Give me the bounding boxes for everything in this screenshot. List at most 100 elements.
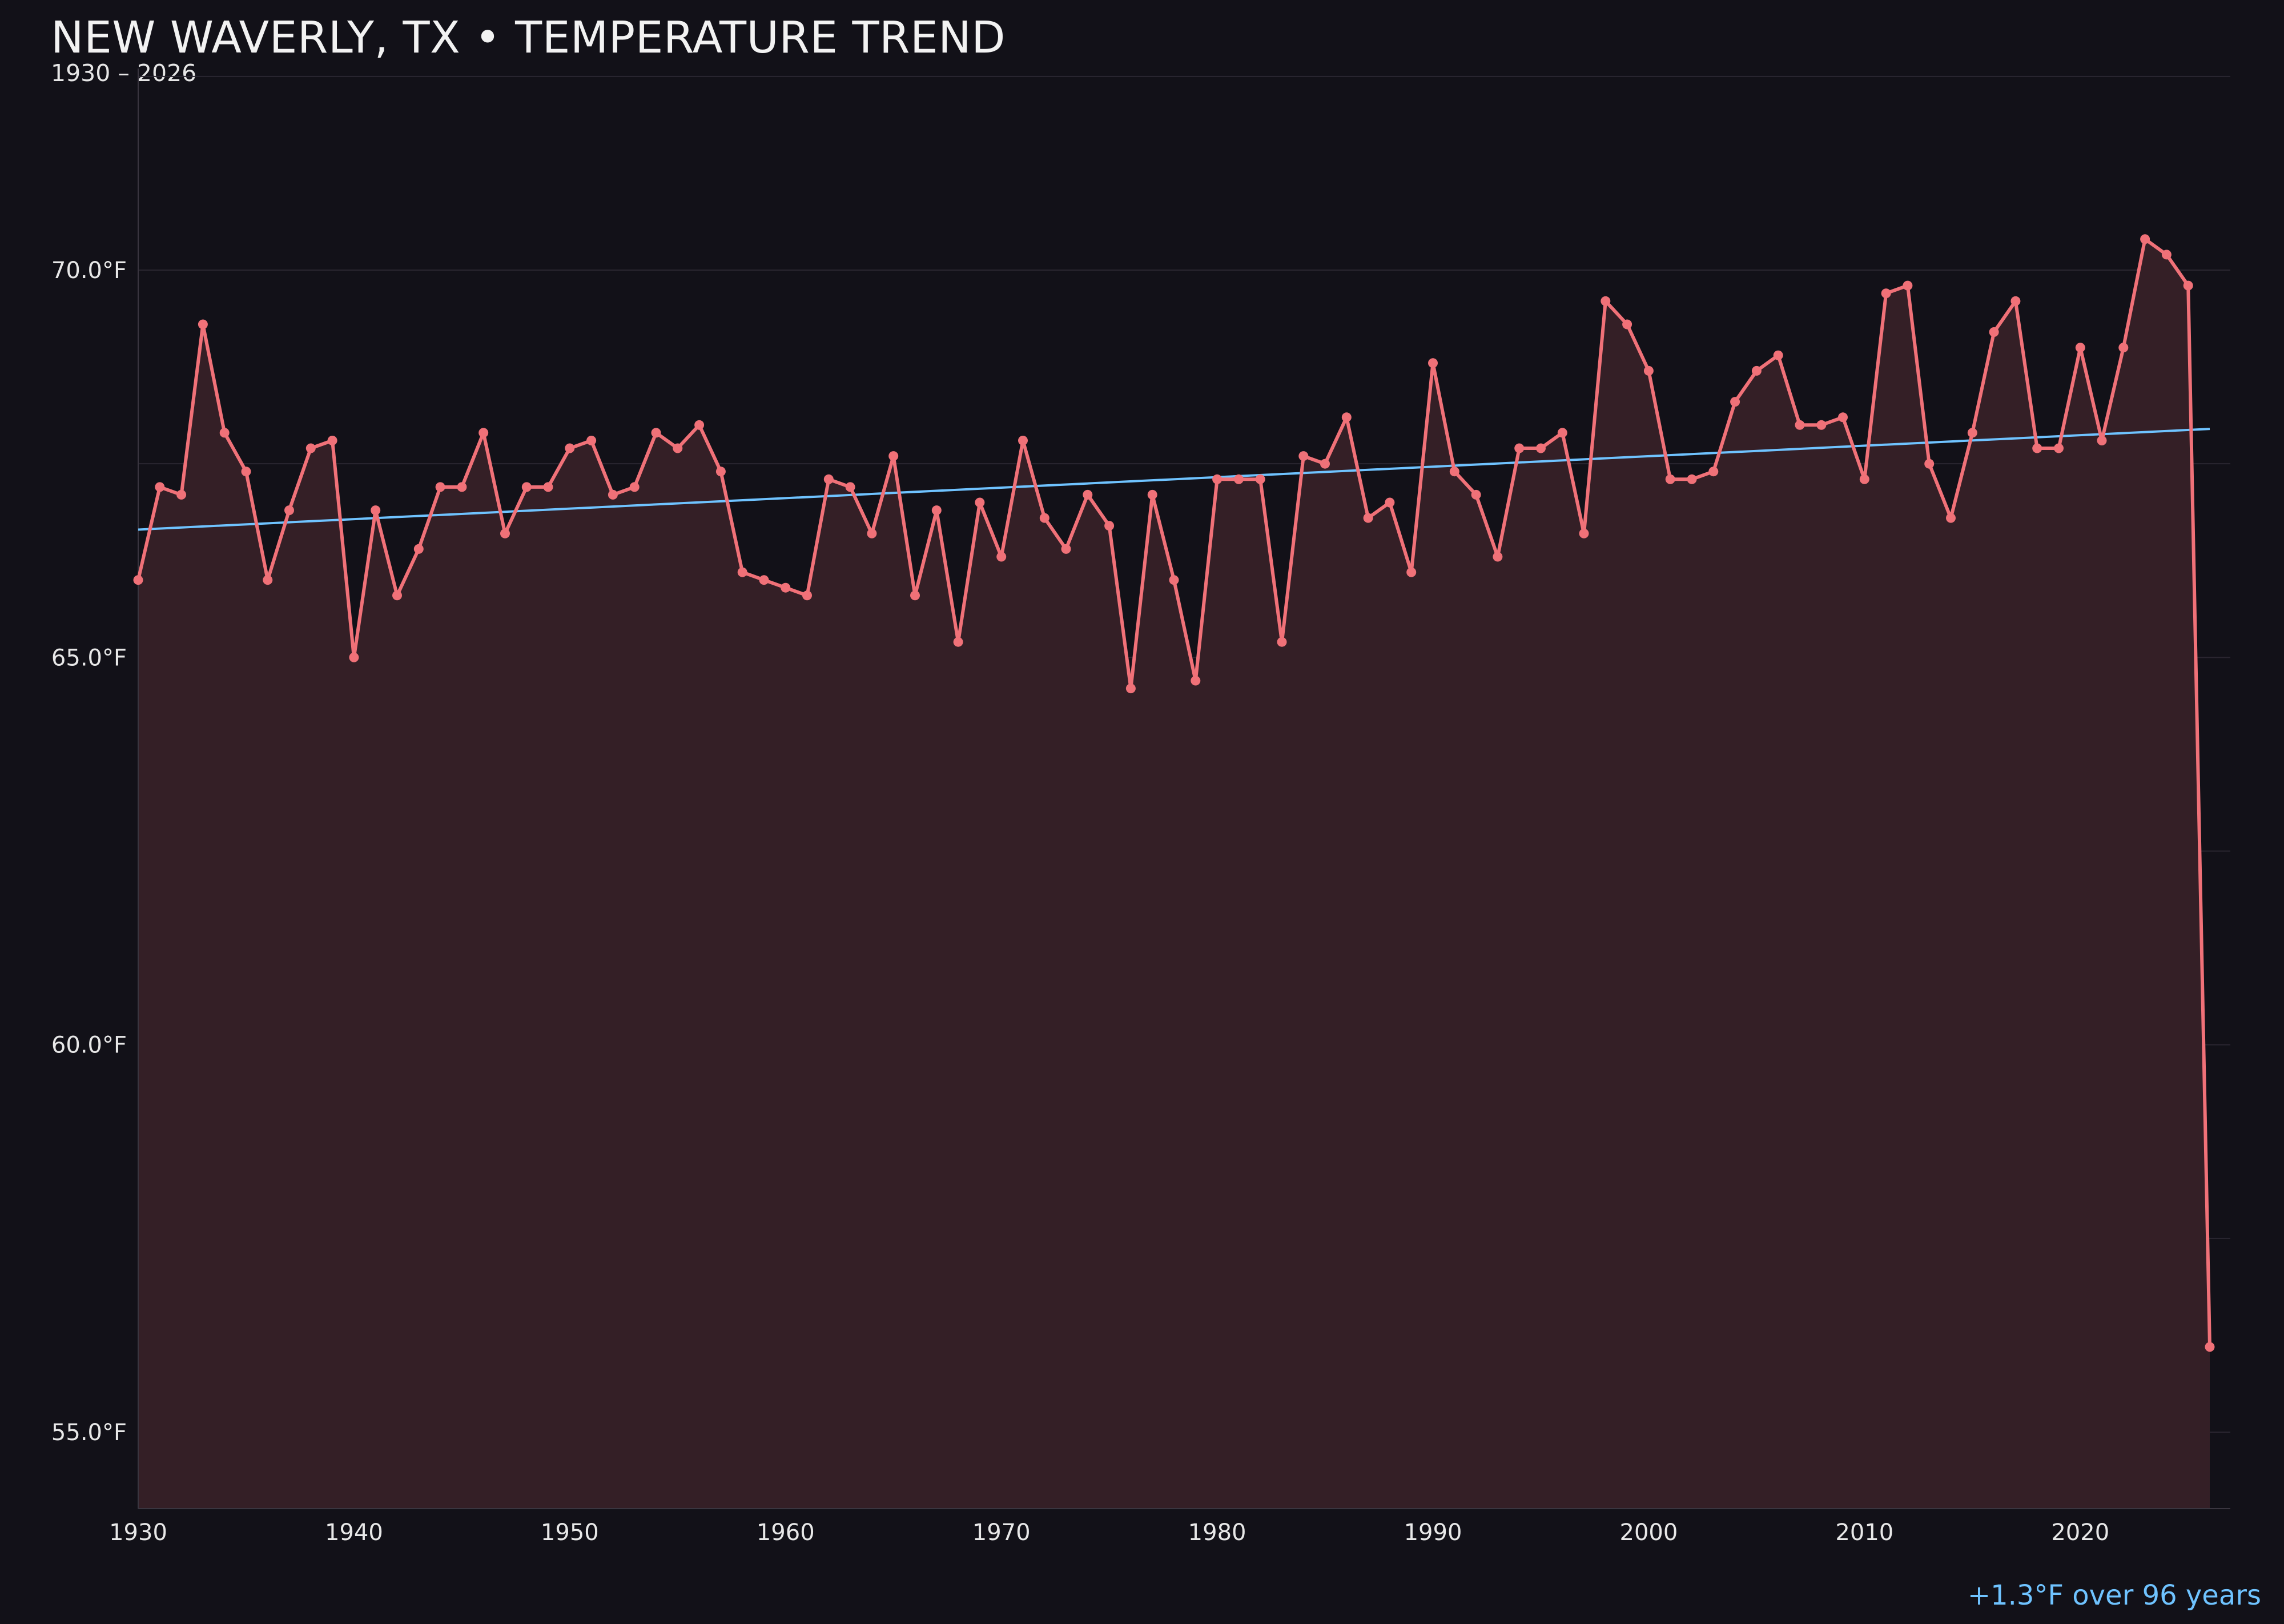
trend-line <box>138 428 2210 531</box>
data-point <box>1406 567 1417 577</box>
data-point <box>651 428 661 438</box>
data-point <box>1363 513 1373 523</box>
data-point <box>392 590 402 601</box>
area-layer <box>138 239 2210 1509</box>
data-point <box>888 451 899 461</box>
data-point <box>802 590 812 601</box>
data-point <box>1191 676 1201 686</box>
x-tick-label: 2010 <box>1835 1520 1893 1546</box>
data-point <box>2097 436 2107 445</box>
data-point <box>1557 428 1567 438</box>
data-point <box>2140 234 2150 244</box>
data-point <box>263 575 273 585</box>
chart-subtitle: 1930 – 2026 <box>51 59 197 87</box>
y-tick-label: 65.0°F <box>51 645 127 671</box>
data-point <box>413 544 424 554</box>
data-point <box>1277 637 1287 647</box>
data-point <box>1255 474 1265 484</box>
data-point <box>910 590 920 601</box>
data-point <box>2161 250 2172 260</box>
data-point <box>1385 497 1395 508</box>
data-point <box>327 436 337 445</box>
points-layer <box>133 234 2215 1352</box>
x-tick-label: 1950 <box>541 1520 599 1546</box>
trend-layer <box>138 428 2210 531</box>
data-point <box>953 637 963 647</box>
data-point <box>1449 467 1459 477</box>
data-point <box>781 582 791 593</box>
x-tick-label: 1980 <box>1188 1520 1246 1546</box>
data-point <box>975 497 985 508</box>
data-point <box>1579 528 1589 538</box>
data-point <box>1341 412 1352 423</box>
data-point <box>1147 489 1157 500</box>
axis-layer <box>138 69 2230 1509</box>
data-point <box>435 482 445 492</box>
data-point <box>521 482 532 492</box>
x-tick-label: 1940 <box>325 1520 383 1546</box>
data-point <box>1514 443 1525 453</box>
y-tick-label: 60.0°F <box>51 1032 127 1059</box>
data-point <box>1751 365 1762 376</box>
data-point <box>1708 467 1719 477</box>
data-point <box>349 652 359 662</box>
data-point <box>1320 459 1330 469</box>
data-point <box>2032 443 2042 453</box>
data-point <box>1946 513 1956 523</box>
data-point <box>1795 420 1805 430</box>
data-point <box>1730 397 1740 407</box>
data-point <box>457 482 467 492</box>
data-point <box>1428 358 1438 368</box>
data-point <box>500 528 510 538</box>
data-point <box>673 443 683 453</box>
data-point <box>1039 513 1049 523</box>
data-point <box>737 567 747 577</box>
data-point <box>608 489 618 500</box>
data-point <box>1622 319 1632 329</box>
x-tick-labels: 1930 1940 1950 1960 1970 1980 1990 2000 2010 2020 <box>109 1520 2109 1546</box>
data-point <box>1083 489 1093 500</box>
series-area-fill <box>138 239 2210 1509</box>
data-point <box>1601 296 1611 306</box>
data-point <box>1881 288 1891 299</box>
data-point <box>371 505 381 516</box>
data-point <box>759 575 769 585</box>
data-point <box>823 474 834 484</box>
data-point <box>241 467 251 477</box>
data-point <box>2075 343 2085 353</box>
data-point <box>1903 280 1913 291</box>
data-point <box>1536 443 1546 453</box>
data-point <box>1665 474 1675 484</box>
data-point <box>845 482 855 492</box>
data-point <box>543 482 553 492</box>
data-point <box>694 420 705 430</box>
data-point <box>1169 575 1179 585</box>
data-point <box>1233 474 1244 484</box>
data-point <box>198 319 208 329</box>
data-point <box>1061 544 1071 554</box>
x-tick-label: 2020 <box>2051 1520 2109 1546</box>
data-point <box>133 575 143 585</box>
data-point <box>565 443 575 453</box>
data-point <box>305 443 316 453</box>
data-point <box>2118 343 2129 353</box>
data-point <box>1816 420 1827 430</box>
data-point <box>1104 521 1115 531</box>
data-point <box>715 467 726 477</box>
data-point <box>155 482 165 492</box>
data-point <box>478 428 489 438</box>
x-tick-label: 1970 <box>972 1520 1031 1546</box>
data-point <box>1838 412 1848 423</box>
data-point <box>2054 443 2064 453</box>
data-point <box>1989 327 1999 337</box>
chart-title: NEW WAVERLY, TX • TEMPERATURE TREND <box>51 13 1006 63</box>
y-tick-label: 70.0°F <box>51 258 127 284</box>
data-point <box>1018 436 1028 445</box>
x-tick-label: 1930 <box>109 1520 167 1546</box>
data-point <box>931 505 942 516</box>
data-point <box>1967 428 1977 438</box>
data-point <box>1773 350 1783 360</box>
data-point <box>1687 474 1697 484</box>
trend-annotation: +1.3°F over 96 years <box>1967 1579 2261 1611</box>
